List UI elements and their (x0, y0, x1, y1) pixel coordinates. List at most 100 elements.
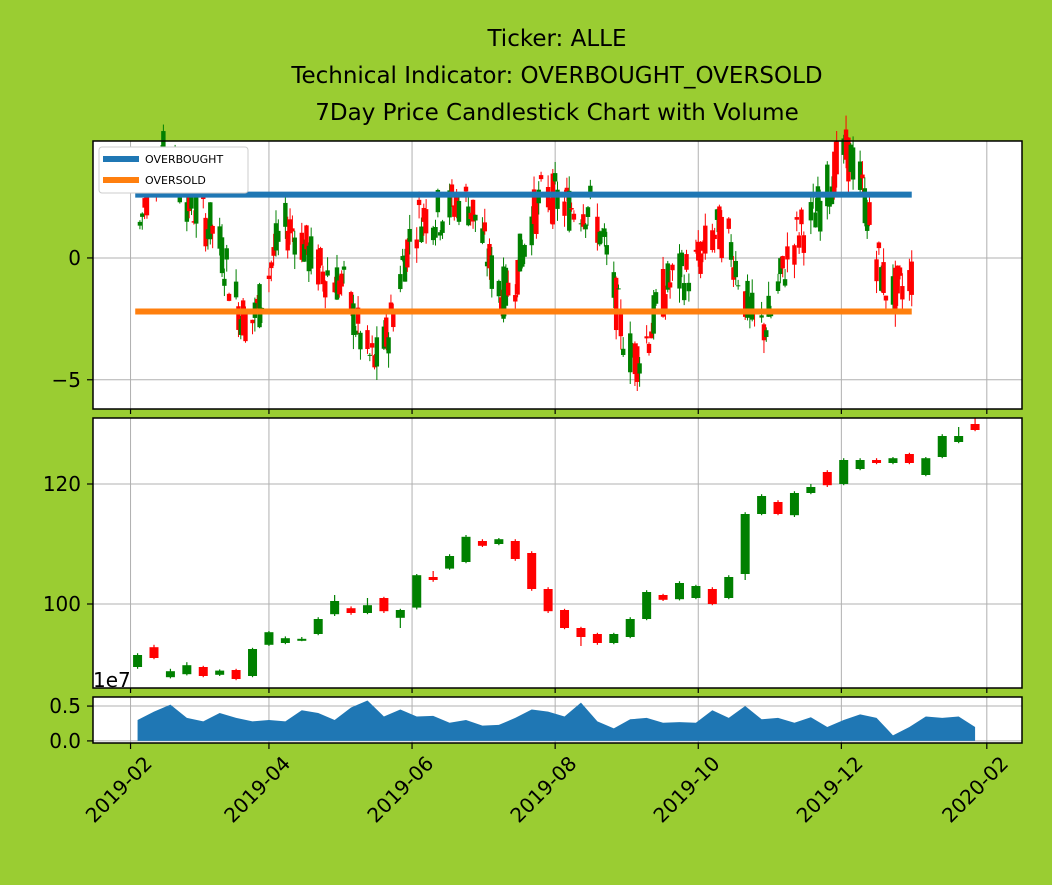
indicator-candle-body (775, 281, 781, 292)
indicator-candle-body (266, 275, 272, 280)
indicator-candle-body (250, 319, 255, 324)
indicator-candle-body (597, 231, 602, 245)
price-candle-body (954, 436, 964, 442)
indicator-candle-body (498, 297, 504, 313)
price-candle-body (888, 458, 898, 463)
price-candle-body (149, 647, 159, 658)
indicator-candle-body (618, 309, 624, 337)
indicator-candle-body (895, 265, 900, 294)
price-candle-body (592, 634, 602, 643)
indicator-candle-body (358, 332, 363, 350)
indicator-candle-body (238, 319, 243, 335)
indicator-candle-body (881, 262, 886, 294)
indicator-candle-body (506, 282, 511, 296)
indicator-candle-body (367, 354, 373, 356)
indicator-candle-body (144, 184, 150, 216)
price-candles (133, 418, 980, 681)
indicator-candle-body (137, 221, 143, 226)
indicator-candle-body (210, 225, 215, 234)
indicator-candle-body (456, 200, 462, 222)
axes-frame (92, 417, 1023, 689)
price-candle-body (510, 541, 520, 559)
indicator-candle-body (907, 270, 912, 292)
indicator-candle-body (677, 253, 682, 289)
indicator-candle-body (850, 147, 856, 180)
axes-frame (92, 140, 1023, 410)
price-candle-body (461, 536, 471, 562)
indicator-candle-body (447, 190, 452, 218)
price-candle-body (921, 458, 931, 475)
indicator-candle-body (398, 274, 403, 290)
indicator-candle-body (203, 217, 208, 247)
indicator-candle-body (287, 219, 293, 234)
title-line-indicator: Technical Indicator: OVERBOUGHT_OVERSOLD (290, 63, 822, 89)
indicator-candle-body (700, 241, 706, 251)
price-candle-body (362, 605, 372, 613)
indicator-candle-body (353, 330, 358, 335)
indicator-candle-body (489, 255, 495, 289)
indicator-candle-body (496, 280, 502, 297)
price-candle-body (477, 541, 487, 546)
indicator-candle-body (402, 255, 408, 282)
indicator-candle-body (742, 291, 748, 317)
indicator-candle-body (341, 266, 347, 270)
price-candle-body (445, 556, 455, 569)
indicator-candle-body (236, 306, 241, 330)
indicator-candle-body (538, 175, 544, 180)
indicator-candle-body (862, 188, 868, 224)
indicator-candle-body (630, 352, 635, 357)
indicator-candle-body (726, 218, 731, 229)
indicator-candle-body (470, 199, 476, 222)
indicator-candle-body (555, 189, 560, 209)
volume-offset-label: 1e7 (93, 668, 131, 692)
indicator-candle-body (438, 232, 443, 236)
indicator-candle-body (517, 233, 523, 272)
indicator-candle-body (226, 293, 232, 301)
indicator-candle-body (731, 267, 736, 280)
x-tick-label: 2019-02 (81, 751, 157, 827)
indicator-candle-body (567, 190, 572, 231)
indicator-candle-body (550, 173, 556, 225)
legend-label-oversold: OVERSOLD (145, 174, 206, 187)
indicator-candle-body (334, 267, 340, 300)
price-candle-body (543, 589, 553, 612)
price-candle-body (691, 586, 701, 598)
indicator-panel: −5 0 OVERBOUGHT OVERSOLD (52, 115, 1023, 410)
indicator-candle-body (290, 228, 295, 232)
indicator-candle-body (613, 277, 619, 331)
price-candle-body (855, 460, 865, 469)
indicator-candle-body (466, 206, 471, 226)
indicator-candle-body (325, 270, 330, 276)
indicator-candle-body (452, 205, 457, 217)
price-candle-body (560, 610, 570, 628)
price-candle-body (379, 598, 389, 612)
indicator-candle-body (679, 252, 685, 267)
indicator-candle-body (219, 237, 225, 274)
indicator-candle-body (578, 223, 584, 225)
indicator-candle-body (480, 228, 485, 243)
indicator-candle-body (381, 326, 387, 349)
y-tick-label: 0.5 (49, 694, 81, 718)
indicator-candle-body (194, 197, 199, 224)
price-candle-body (231, 670, 241, 679)
indicator-candle-body (665, 263, 670, 290)
indicator-candle-body (719, 216, 724, 259)
price-candle-body (346, 608, 356, 613)
indicator-candle-body (414, 239, 419, 249)
indicator-candle-body (435, 189, 441, 213)
indicator-candle-body (747, 300, 753, 314)
x-tick-label: 2019-08 (505, 751, 581, 827)
indicator-candle-body (515, 259, 520, 295)
indicator-candle-body (482, 222, 487, 232)
indicator-candle-body (430, 227, 436, 241)
indicator-candle-body (581, 214, 586, 227)
indicator-candle-body (306, 245, 312, 272)
indicator-candle-body (827, 198, 832, 207)
indicator-candle-body (750, 292, 755, 320)
indicator-candle-body (454, 195, 459, 206)
price-candle-body (133, 655, 143, 667)
indicator-candle-body (712, 234, 717, 240)
price-candle-body (494, 539, 504, 544)
price-panel: 100 120 (43, 417, 1023, 689)
